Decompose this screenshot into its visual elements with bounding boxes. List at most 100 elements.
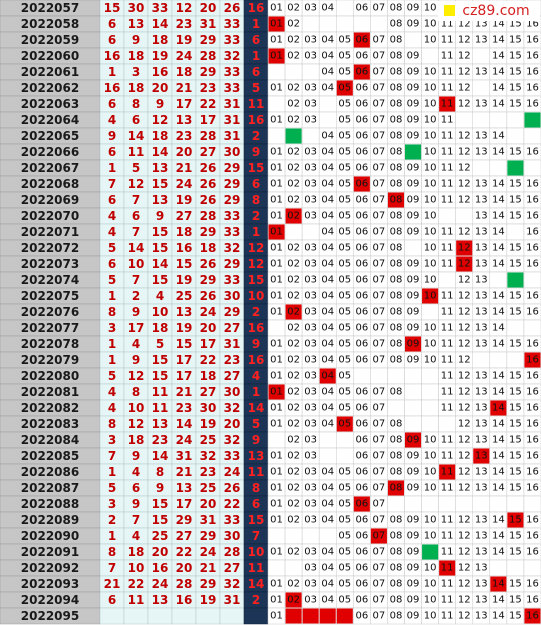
red-number: 5: [108, 273, 116, 287]
trend-number: 05: [338, 131, 351, 142]
red-number: 26: [200, 177, 217, 191]
trend-cell: [267, 63, 286, 81]
period: 2022079: [21, 353, 79, 367]
trend-number: 13: [475, 451, 488, 462]
period: 2022065: [21, 129, 79, 143]
red-number: 8: [156, 465, 164, 479]
trend-number: 01: [270, 307, 283, 318]
trend-number: 08: [390, 179, 403, 190]
trend-number: 11: [441, 483, 454, 494]
trend-number: 01: [270, 579, 283, 590]
trend-cell: [523, 559, 541, 577]
trend-number: 04: [321, 483, 334, 494]
trend-number: 06: [355, 579, 368, 590]
trend-number: 06: [355, 291, 368, 302]
period: 2022066: [21, 145, 79, 159]
trend-cell: [472, 79, 491, 97]
trend-number: 11: [441, 579, 454, 590]
trend-number: 13: [475, 419, 488, 430]
trend-number: 08: [390, 243, 403, 254]
trend-number: 16: [526, 595, 539, 606]
red-number: 30: [224, 529, 241, 543]
trend-number: 02: [287, 307, 300, 318]
trend-number: 05: [338, 83, 351, 94]
red-number: 29: [224, 257, 241, 271]
trend-number: 09: [407, 339, 420, 350]
trend-number: 06: [355, 403, 368, 414]
trend-number: 09: [407, 435, 420, 446]
trend-number: 02: [287, 387, 300, 398]
period: 2022089: [21, 513, 79, 527]
red-number: 4: [132, 465, 140, 479]
trend-number: 02: [287, 403, 300, 414]
trend-number: 14: [492, 211, 505, 222]
red-number: 15: [152, 353, 169, 367]
trend-number: 01: [270, 515, 283, 526]
red-number: 1: [108, 465, 116, 479]
logo-box: [438, 1, 540, 21]
trend-number: 14: [492, 547, 505, 558]
red-number: 24: [176, 433, 193, 447]
trend-number: 14: [492, 339, 505, 350]
trend-number: 06: [355, 83, 368, 94]
hit-cell: [285, 208, 302, 224]
trend-number: 10: [424, 291, 437, 302]
period: 2022095: [21, 609, 79, 623]
trend-cell: [353, 15, 371, 33]
trend-number: 11: [441, 51, 454, 62]
trend-number: 09: [407, 51, 420, 62]
trend-number: 16: [526, 515, 539, 526]
trend-number: 07: [373, 595, 386, 606]
trend-number: 06: [355, 227, 368, 238]
trend-number: 11: [441, 435, 454, 446]
red-number: 14: [128, 129, 145, 143]
trend-number: 13: [475, 563, 488, 574]
trend-number: 03: [304, 259, 317, 270]
trend-number: 15: [509, 307, 522, 318]
red-number: 3: [108, 433, 116, 447]
trend-number: 03: [304, 179, 317, 190]
red-number: 33: [224, 273, 241, 287]
trend-number: 12: [458, 179, 471, 190]
period: 2022062: [21, 81, 79, 95]
trend-number: 08: [390, 419, 403, 430]
red-number: 24: [176, 177, 193, 191]
period: 2022077: [21, 321, 79, 335]
red-number: 13: [176, 113, 193, 127]
trend-number: 08: [390, 99, 403, 110]
trend-number: 13: [475, 211, 488, 222]
trend-cell: [489, 351, 508, 369]
trend-number: 12: [458, 387, 471, 398]
trend-number: 06: [355, 467, 368, 478]
trend-number: 02: [287, 435, 300, 446]
red-number: 4: [132, 529, 140, 543]
trend-number: 07: [373, 83, 386, 94]
hit-cell: [336, 416, 353, 432]
red-number: 12: [128, 177, 145, 191]
trend-number: 05: [338, 67, 351, 78]
trend-cell: [318, 111, 337, 129]
red-number: 14: [152, 145, 169, 159]
red-number: 13: [128, 17, 145, 31]
trend-number: 09: [407, 227, 420, 238]
trend-number: 14: [492, 419, 505, 430]
trend-number: 02: [287, 147, 300, 158]
trend-number: 09: [407, 275, 420, 286]
red-number: 17: [200, 337, 217, 351]
period: 2022069: [21, 193, 79, 207]
red-number: 25: [152, 529, 169, 543]
trend-cell: [421, 415, 439, 433]
period: 2022068: [21, 177, 79, 191]
red-number: 31: [176, 449, 193, 463]
trend-number: 10: [424, 195, 437, 206]
trend-number: 04: [321, 179, 334, 190]
trend-number: 03: [304, 163, 317, 174]
red-number: 12: [128, 369, 145, 383]
trend-number: 05: [338, 275, 351, 286]
trend-number: 03: [304, 323, 317, 334]
trend-number: 02: [287, 179, 300, 190]
trend-number: 05: [338, 163, 351, 174]
trend-number: 14: [492, 83, 505, 94]
red-number: 13: [176, 305, 193, 319]
trend-number: 08: [390, 259, 403, 270]
